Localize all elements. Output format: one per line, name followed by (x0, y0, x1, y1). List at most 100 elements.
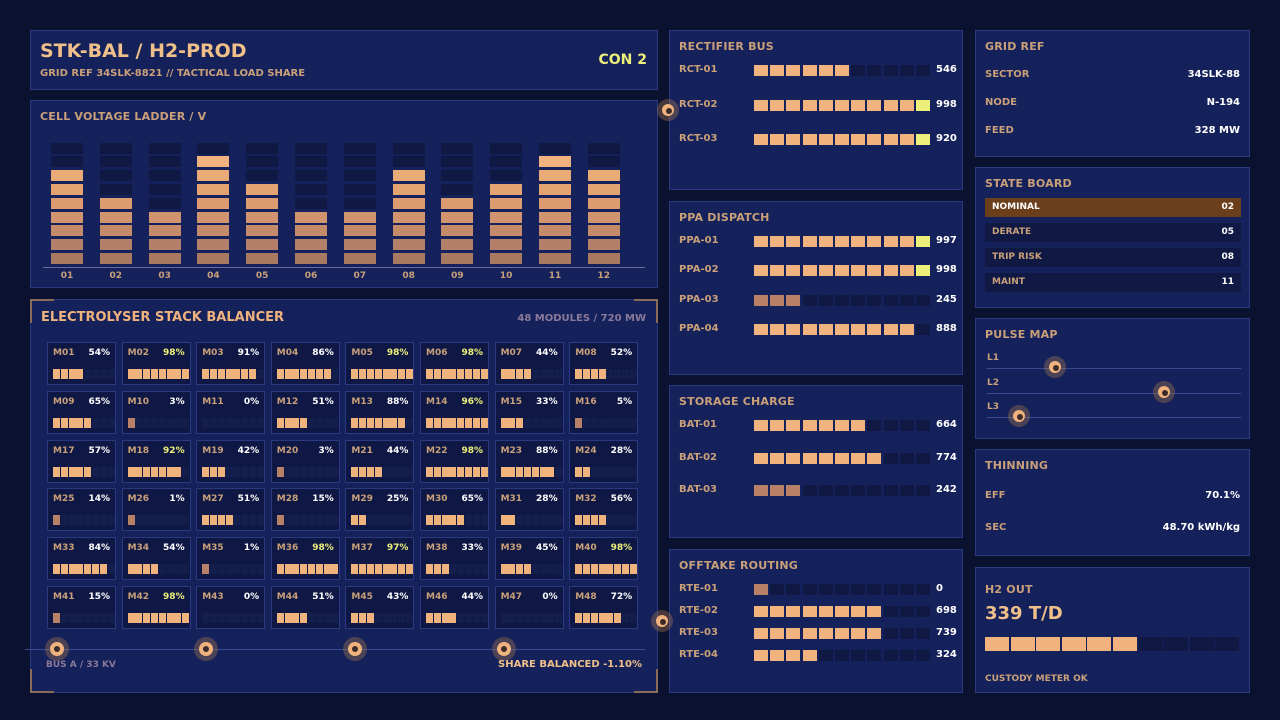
module-card[interactable]: M03 91% (196, 342, 266, 385)
module-card[interactable]: M11 0% (196, 390, 266, 434)
module-card[interactable]: M39 45% (494, 537, 564, 581)
module-segment (465, 564, 472, 575)
module-card[interactable]: M16 5% (569, 390, 639, 434)
module-card[interactable]: M41 15% (47, 586, 116, 629)
module-card[interactable]: M36 98% (270, 537, 340, 581)
pulse-knob[interactable] (1013, 410, 1026, 422)
module-card[interactable]: M17 57% (47, 439, 116, 483)
pulse-knob[interactable] (1157, 385, 1170, 398)
module-card[interactable]: M48 72% (569, 586, 639, 629)
module-card[interactable]: M12 51% (270, 390, 340, 434)
module-card[interactable]: M33 84% (47, 537, 116, 581)
ppa-bar-segment (770, 294, 785, 306)
module-segment (366, 417, 374, 428)
module-card[interactable]: M32 56% (569, 488, 639, 532)
ladder-segment (539, 211, 571, 223)
bus-knob[interactable] (348, 642, 362, 656)
offtake-bar-segment (916, 628, 930, 639)
module-card[interactable]: M47 0% (494, 586, 564, 629)
module-card[interactable]: M05 98% (345, 342, 415, 385)
module-card[interactable]: M19 42% (196, 439, 266, 483)
module-card[interactable]: M20 3% (270, 439, 340, 483)
module-segment (598, 564, 606, 575)
module-card[interactable]: M43 0% (196, 586, 266, 629)
module-segment (256, 613, 264, 623)
ppa-bar-segment (802, 236, 817, 247)
module-card[interactable]: M40 98% (569, 537, 639, 581)
module-id: M07 (500, 348, 523, 358)
module-segment (209, 515, 217, 526)
module-segment (276, 515, 284, 526)
module-segment (366, 613, 374, 623)
rectifier-bar-segment (754, 134, 768, 145)
bus-knob[interactable] (199, 642, 213, 656)
module-card[interactable]: M38 33% (420, 537, 489, 581)
stack-balancer-panel: ELECTROLYSER STACK BALANCER 48 MODULES /… (25, 299, 658, 693)
module-card[interactable]: M46 44% (420, 586, 489, 629)
module-segment (351, 466, 359, 477)
module-card[interactable]: M34 54% (121, 537, 191, 581)
state-row-nominal[interactable]: NOMINAL 02 (985, 198, 1241, 217)
module-card[interactable]: M10 3% (121, 390, 191, 434)
module-card[interactable]: M02 98% (121, 342, 191, 385)
module-card[interactable]: M07 44% (494, 342, 564, 385)
ppa-value: 997 (936, 235, 957, 246)
module-card[interactable]: M13 88% (345, 390, 415, 434)
module-segment (202, 564, 210, 575)
rectifier-bar-segment (916, 99, 930, 111)
ladder-segment (295, 170, 327, 182)
module-card[interactable]: M08 52% (569, 342, 639, 385)
ladder-segment (441, 211, 474, 223)
offtake-bar-segment (867, 650, 882, 661)
pulse-knob[interactable] (1048, 361, 1061, 373)
module-segment (292, 564, 300, 575)
module-card[interactable]: M01 54% (47, 342, 116, 385)
module-card[interactable]: M37 97% (345, 537, 415, 581)
ladder-segment (392, 142, 425, 154)
h2-title: H2 OUT (985, 583, 1033, 596)
module-card[interactable]: M44 51% (270, 586, 340, 629)
module-percent: 0% (243, 396, 260, 407)
module-card[interactable]: M09 65% (47, 390, 116, 434)
bus-knob[interactable] (50, 642, 64, 656)
module-card[interactable]: M25 14% (47, 488, 116, 532)
module-segment (225, 515, 233, 526)
module-segment (457, 564, 465, 575)
module-card[interactable]: M23 88% (494, 439, 564, 483)
ladder-segment (441, 170, 474, 182)
ladder-segment (441, 142, 474, 154)
module-card[interactable]: M28 15% (270, 488, 340, 532)
module-card[interactable]: M35 1% (196, 537, 266, 581)
module-card[interactable]: M26 1% (121, 488, 191, 532)
module-segment (233, 369, 241, 379)
state-row-derate[interactable]: DERATE 05 (985, 223, 1241, 242)
module-card[interactable]: M29 25% (345, 488, 415, 532)
module-card[interactable]: M31 28% (494, 488, 564, 532)
module-card[interactable]: M30 65% (420, 488, 489, 532)
module-segment (539, 369, 547, 379)
offtake-value: 0 (936, 583, 943, 594)
state-row-maint[interactable]: MAINT 11 (985, 273, 1241, 292)
bus-knob[interactable] (497, 642, 511, 656)
module-card[interactable]: M14 96% (420, 390, 489, 434)
module-card[interactable]: M06 98% (420, 342, 489, 385)
module-card[interactable]: M24 28% (569, 439, 639, 483)
module-card[interactable]: M21 44% (345, 439, 415, 483)
ladder-tick-label: 06 (304, 271, 318, 281)
ladder-segment (99, 184, 132, 195)
module-card[interactable]: M22 98% (420, 439, 489, 483)
module-segment (598, 613, 606, 623)
module-card[interactable]: M15 33% (494, 390, 564, 434)
module-card[interactable]: M42 98% (121, 586, 191, 629)
module-segment (182, 369, 190, 379)
ppa-bar-segment (883, 236, 898, 247)
module-card[interactable]: M04 86% (270, 342, 340, 385)
pulse-title: PULSE MAP (985, 328, 1058, 341)
state-row-trip-risk[interactable]: TRIP RISK 08 (985, 248, 1241, 267)
offtake-title: OFFTAKE ROUTING (679, 559, 798, 572)
module-id: M08 (575, 348, 597, 358)
module-card[interactable]: M45 43% (345, 586, 415, 629)
module-card[interactable]: M18 92% (121, 439, 191, 483)
module-card[interactable]: M27 51% (196, 488, 266, 532)
module-segment (582, 515, 590, 526)
